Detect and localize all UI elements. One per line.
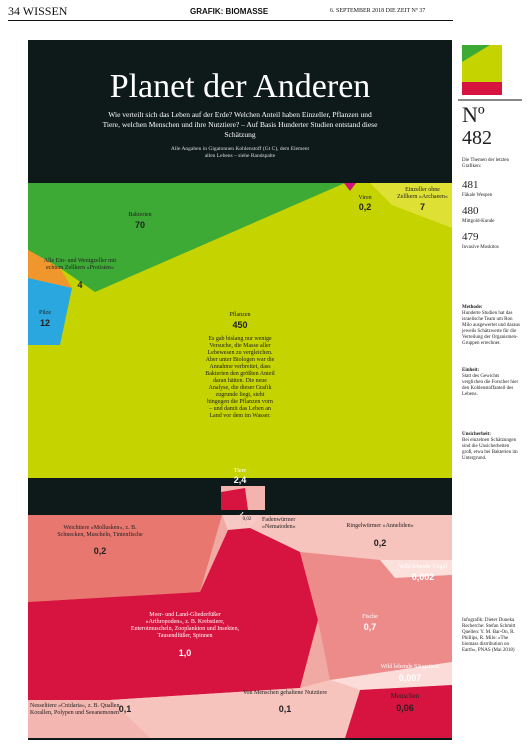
cell-mammals [330,662,452,690]
issue-label: Nº [462,102,485,127]
cell-archaea [370,183,452,228]
method: Hunderte Studien hat das israelische Tea… [462,311,520,346]
unit: Statt des Gewichts verglichen die Forsch… [462,374,519,397]
cell-protists [28,250,72,288]
label: Bakterien [128,212,152,218]
value: 0,2 [358,202,372,212]
animals-thumb-part [221,488,248,510]
value: 0,007 [398,673,422,683]
item-no: 479 [462,231,479,243]
value: 0,1 [278,704,292,714]
value: 0,002 [411,572,435,582]
value: 0,06 [396,703,414,713]
cell-bacteria [28,183,345,292]
value: 0,2 [93,546,107,556]
cell-nematodes [222,515,262,530]
label: Einzeller ohne Zellkern »Archaeen« [397,187,448,200]
value: 0,2 [373,538,387,548]
issue-number: 482 [462,127,492,149]
item-no: 481 [462,179,479,191]
cell-viruses [344,183,356,191]
item-text: Mittgold-Kunde [462,219,495,224]
label: Viren [358,195,372,201]
label: Von Menschen gehaltene Nutztiere [242,690,328,696]
label: Pilze [39,310,51,316]
recent-head: Die Themen der letzten Grafiken: [462,158,509,169]
item-text: Fäkale Wespen [462,193,493,198]
label: Weichtiere »Mollusken«, z. B. Schnecken,… [57,525,143,538]
value: 450 [232,320,248,330]
value: 7 [419,202,425,212]
method-head: Methode: [462,305,483,310]
label: Meer- und Land-Gliederfüßer »Arthropoden… [130,612,240,639]
label: Menschen [390,692,420,700]
cell-birds [380,560,452,578]
value: 0,02 [242,517,252,522]
label: Nesseltiere »Cnidaria«, z. B. Quallen, K… [30,703,121,716]
plants-text: Es gab bislang nur wenige Versuche, die … [205,336,275,419]
label: Fische [362,614,378,620]
note: Alle Angaben in Gigatonnen Kohlenstoff (… [170,146,310,159]
cell-annelids [250,515,452,560]
value: 1,0 [178,648,192,658]
label: Wild lebende Vögel [399,564,447,570]
header-right: 6. SEPTEMBER 2018 DIE ZEIT Nº 37 [330,8,426,14]
cell-cnidarians [28,700,150,738]
uncert-head: Unsicherheit: [462,432,491,437]
cell-fungi [28,278,72,345]
cell-livestock [110,680,360,738]
value: 0,1 [118,704,132,714]
value: 4 [77,280,83,290]
label: Alle Ein- und Wenigzeller mit echtem Zel… [43,258,117,271]
header-left: 34 WISSEN [8,4,68,18]
value: 2,4 [233,475,247,485]
rule [8,20,453,21]
value: 0,7 [363,622,377,632]
item-no: 480 [462,205,479,217]
label: Ringelwürmer »Anneliden« [346,523,414,529]
sidebar-thumb-part [462,45,490,62]
header-center: GRAFIK: BIOMASSE [190,7,269,16]
label: Wild lebende Säugetiere [380,664,440,670]
sidebar-thumb-part [462,82,502,95]
title: Planet der Anderen [109,68,371,105]
label: Tiere [233,468,247,474]
value: 70 [134,220,145,230]
label: Fadenwürmer »Nematoden« [262,517,296,530]
cell-fish [300,552,452,680]
item-text: Invasive Moskitos [462,245,499,250]
label: Pflanzen [229,312,251,318]
credits: Infografik: Dieter Duneka Recherche: Ste… [462,618,516,653]
cell-molluscs [28,515,222,602]
uncert: Bei einzelnen Schätzungen sind die Unsic… [462,438,518,461]
subtitle: Wie verteilt sich das Leben auf der Erde… [102,110,378,139]
value: 12 [39,318,50,328]
cell-arthropods [28,528,318,700]
cell-humans [345,685,452,738]
unit-head: Einheit: [462,368,480,373]
